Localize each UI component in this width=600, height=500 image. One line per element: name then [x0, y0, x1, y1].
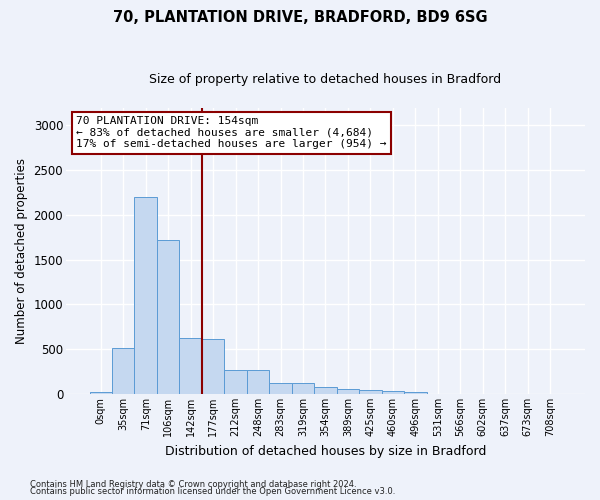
Title: Size of property relative to detached houses in Bradford: Size of property relative to detached ho…: [149, 72, 502, 86]
Bar: [112, 348, 134, 394]
Bar: [89, 392, 112, 394]
Y-axis label: Number of detached properties: Number of detached properties: [15, 158, 28, 344]
Text: Contains HM Land Registry data © Crown copyright and database right 2024.: Contains HM Land Registry data © Crown c…: [30, 480, 356, 489]
Text: Contains public sector information licensed under the Open Government Licence v3: Contains public sector information licen…: [30, 488, 395, 496]
Bar: [337, 389, 359, 394]
Bar: [359, 390, 382, 394]
Text: 70 PLANTATION DRIVE: 154sqm
← 83% of detached houses are smaller (4,684)
17% of : 70 PLANTATION DRIVE: 154sqm ← 83% of det…: [76, 116, 387, 150]
Bar: [202, 338, 224, 394]
Bar: [382, 391, 404, 394]
Bar: [134, 197, 157, 394]
Bar: [404, 392, 427, 394]
Text: 70, PLANTATION DRIVE, BRADFORD, BD9 6SG: 70, PLANTATION DRIVE, BRADFORD, BD9 6SG: [113, 10, 487, 25]
Bar: [224, 370, 247, 394]
Bar: [179, 338, 202, 394]
Bar: [314, 388, 337, 394]
X-axis label: Distribution of detached houses by size in Bradford: Distribution of detached houses by size …: [165, 444, 486, 458]
Bar: [247, 370, 269, 394]
Bar: [292, 384, 314, 394]
Bar: [157, 240, 179, 394]
Bar: [269, 383, 292, 394]
